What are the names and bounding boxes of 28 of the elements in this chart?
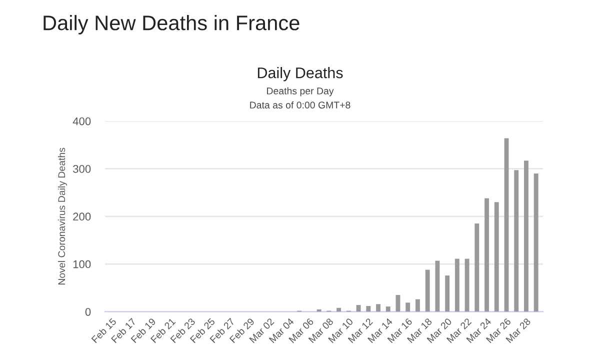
bar bbox=[445, 275, 450, 312]
text: Data as of 0:00 GMT+8 bbox=[250, 101, 350, 109]
bar bbox=[534, 174, 538, 312]
bar bbox=[524, 160, 528, 312]
y-tick-label: 300 bbox=[73, 165, 91, 173]
bar bbox=[494, 202, 499, 312]
bar bbox=[366, 306, 371, 312]
bar bbox=[425, 270, 430, 312]
bar bbox=[336, 308, 342, 312]
bar bbox=[464, 258, 470, 312]
bar bbox=[454, 258, 460, 312]
y-tick-label: 400 bbox=[72, 117, 91, 126]
y-tick-label: 200 bbox=[73, 212, 91, 221]
chart-title: Daily New Deaths in France bbox=[44, 15, 300, 34]
bar bbox=[474, 224, 480, 312]
bar bbox=[484, 198, 489, 312]
y-tick-label: 0 bbox=[85, 308, 91, 316]
y-tick-label: 100 bbox=[73, 260, 91, 268]
y-axis-title: Novel Coronavirus Daily Deaths bbox=[58, 148, 68, 284]
chart-subtitle: Daily Deaths bbox=[258, 67, 343, 82]
bar bbox=[415, 299, 420, 312]
text: Deaths per Day bbox=[267, 87, 334, 96]
bar bbox=[406, 302, 410, 312]
bar bbox=[514, 170, 519, 312]
bar bbox=[386, 306, 390, 312]
bar bbox=[504, 138, 509, 312]
bar bbox=[376, 304, 380, 312]
bar bbox=[435, 260, 440, 312]
